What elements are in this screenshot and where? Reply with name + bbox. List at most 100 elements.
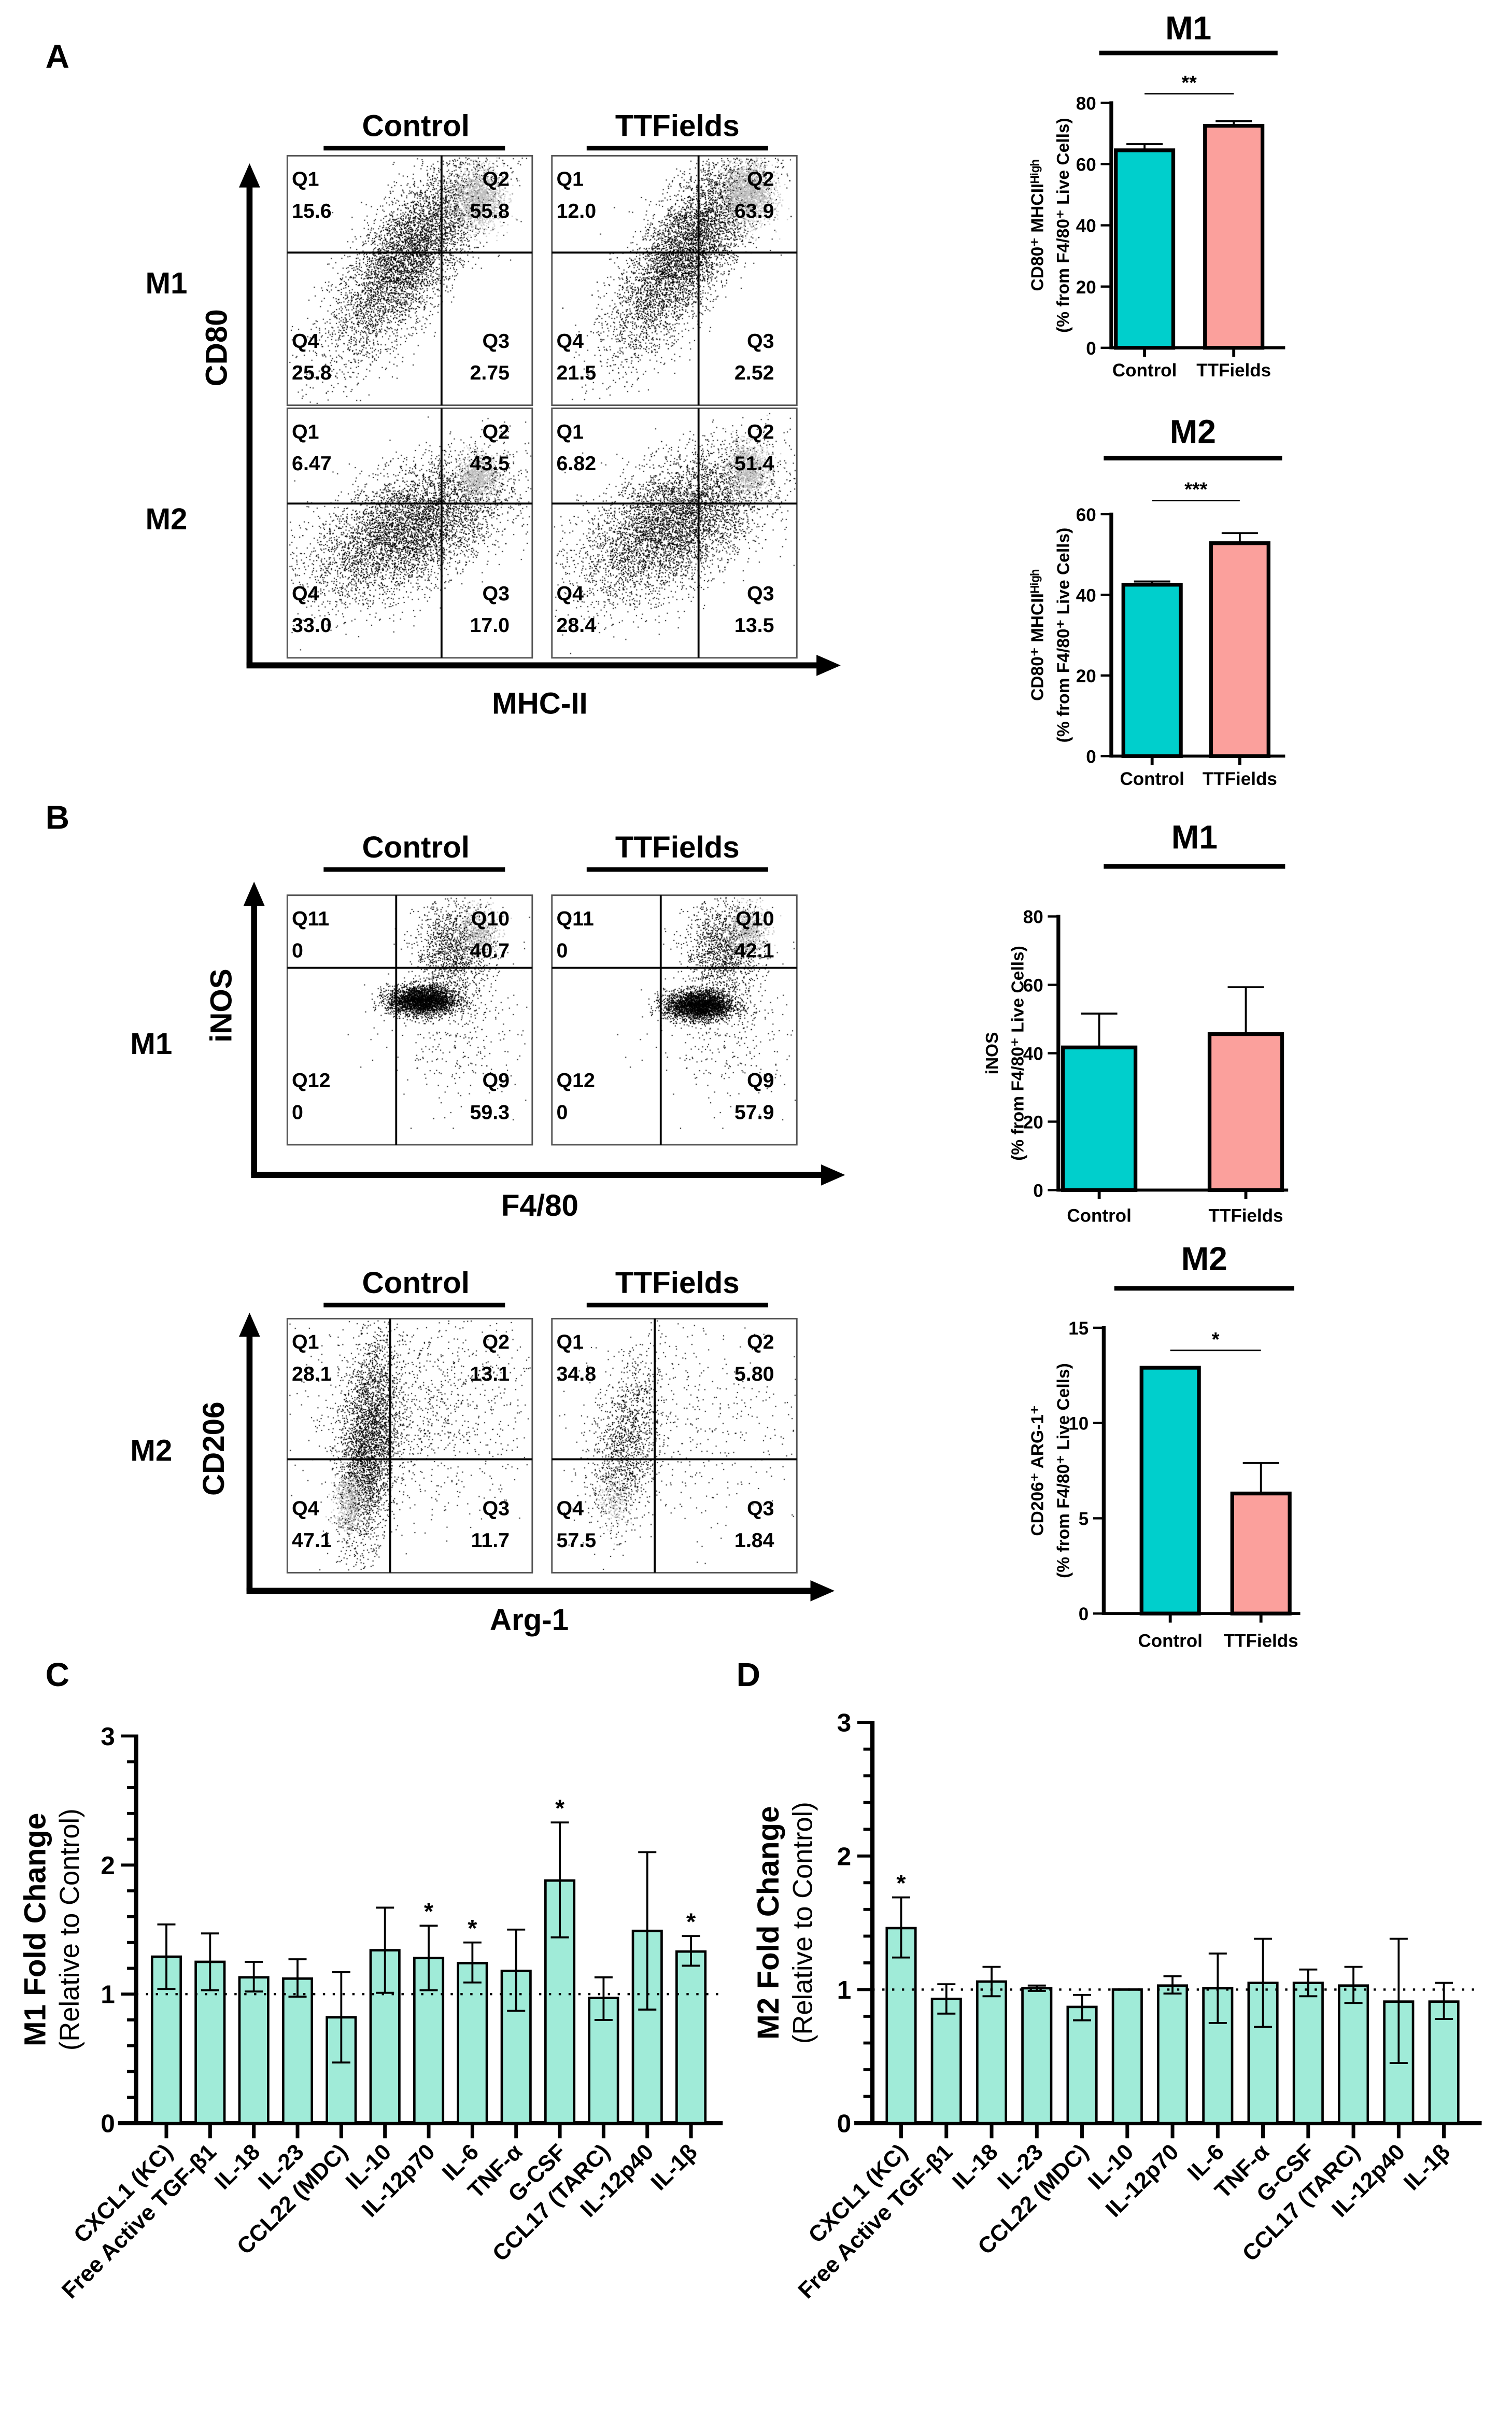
y-tick-label: 5: [1079, 1509, 1089, 1529]
y-axis-label: CD206⁺ ARG-1⁺: [1028, 1405, 1048, 1536]
x-tick-label: TTFields: [1209, 1206, 1283, 1226]
y-axis-label: CD80⁺ MHCIIᴴⁱᵍʰ: [1028, 569, 1048, 701]
quadrant-value: 0: [292, 939, 303, 962]
quadrant-value: 42.1: [734, 939, 774, 962]
bar-ttfields: [1203, 123, 1265, 350]
condition-header-ttfields: TTFields: [615, 109, 740, 143]
panel-label-a: A: [46, 38, 69, 75]
quadrant-value: 2.52: [734, 361, 774, 384]
y-axis-subtitle: (Relative to Control): [787, 1802, 818, 2044]
quadrant-value: 43.5: [470, 452, 510, 475]
y-axis-label-cd80: CD80: [200, 309, 234, 386]
y-axis-label: (% from F4/80⁺ Live Cells): [1054, 1363, 1073, 1578]
quadrant-value: 11.7: [471, 1529, 510, 1552]
x-tick-label: Control: [1138, 1631, 1202, 1651]
significance-star: *: [686, 1908, 696, 1935]
cytokine-bar: [238, 1976, 270, 2125]
significance-star: *: [424, 1898, 434, 1925]
quadrant-name: Q3: [483, 330, 510, 353]
y-axis-label: iNOS: [983, 1032, 1002, 1075]
quadrant-name: Q1: [292, 1331, 319, 1354]
significance-star: *: [468, 1915, 477, 1942]
row-label-m2: M2: [130, 1434, 172, 1468]
quadrant-value: 47.1: [292, 1529, 332, 1552]
panel-label-b: B: [46, 798, 69, 836]
quadrant-name: Q12: [292, 1069, 330, 1092]
y-tick-label: 60: [1076, 505, 1096, 525]
row-label-m1: M1: [130, 1027, 172, 1061]
quadrant-name: Q10: [736, 907, 774, 930]
y-axis-label: (% from F4/80⁺ Live Cells): [1054, 118, 1073, 333]
condition-header-control: Control: [362, 831, 470, 864]
quadrant-value: 40.7: [470, 939, 510, 962]
y-tick-label: 0: [1033, 1181, 1043, 1201]
quadrant-value: 12.0: [556, 200, 596, 222]
quadrant-name: Q3: [483, 582, 510, 605]
x-tick-label: TTFields: [1203, 769, 1277, 789]
quadrant-value: 15.6: [292, 200, 332, 222]
significance-stars: *: [1212, 1329, 1220, 1351]
quadrant-value: 13.1: [470, 1363, 510, 1385]
quadrant-value: 51.4: [734, 452, 774, 475]
chart-title: M2: [1181, 1240, 1227, 1277]
panel-label-d: D: [737, 1656, 760, 1693]
y-tick-label: 0: [101, 2109, 115, 2138]
x-tick-label: IL-18: [948, 2139, 1003, 2195]
cytokine-bar: [457, 1962, 488, 2125]
quadrant-value: 0: [292, 1101, 303, 1124]
quadrant-value: 28.1: [292, 1363, 332, 1385]
flow-plot-cd206-ttfields: [551, 1317, 798, 1574]
y-tick-label: 3: [837, 1708, 852, 1737]
cytokine-bar: [1292, 1982, 1324, 2125]
cytokine-bar: [1066, 2005, 1098, 2125]
quadrant-value: 6.82: [556, 452, 596, 475]
y-tick-label: 2: [837, 1842, 852, 1871]
y-axis-label: (% from F4/80⁺ Live Cells): [1009, 946, 1028, 1161]
panel-label-c: C: [46, 1656, 69, 1693]
y-axis-label-cd206: CD206: [197, 1401, 231, 1496]
quadrant-value: 21.5: [556, 361, 596, 384]
quadrant-value: 63.9: [734, 200, 774, 222]
y-tick-label: 0: [1079, 1604, 1089, 1624]
quadrant-name: Q4: [292, 330, 319, 353]
quadrant-name: Q2: [483, 420, 510, 443]
quadrant-value: 33.0: [292, 614, 332, 637]
quadrant-value: 1.84: [734, 1529, 774, 1552]
y-tick-label: 20: [1076, 277, 1096, 298]
quadrant-name: Q11: [292, 907, 329, 930]
quadrant-value: 2.75: [470, 361, 510, 384]
quadrant-name: Q4: [556, 582, 584, 605]
cytokine-bar: [1157, 1984, 1189, 2125]
quadrant-value: 0: [556, 939, 568, 962]
y-axis-label: CD80⁺ MHCIIᴴⁱᵍʰ: [1028, 160, 1048, 291]
y-tick-label: 0: [837, 2109, 852, 2138]
flow-plot-m1-ttfields: [551, 155, 798, 406]
x-axis-label-mhc-ii: MHC-II: [492, 687, 588, 721]
quadrant-name: Q1: [556, 168, 584, 191]
y-tick-label: 0: [1086, 339, 1096, 359]
quadrant-name: Q2: [747, 168, 774, 191]
x-tick-label: IL-1β: [646, 2139, 702, 2196]
cytokine-bar: [675, 1950, 707, 2125]
quadrant-name: Q4: [292, 582, 319, 605]
cytokine-bar: [281, 1977, 314, 2125]
y-axis-subtitle: (Relative to Control): [54, 1808, 85, 2051]
y-tick-label: 40: [1076, 585, 1096, 606]
condition-header-control: Control: [362, 109, 470, 143]
quadrant-value: 5.80: [734, 1363, 774, 1385]
y-tick-label: 40: [1023, 1044, 1043, 1064]
x-tick-label: Control: [1112, 360, 1177, 381]
condition-header-control: Control: [362, 1266, 470, 1300]
quadrant-name: Q3: [747, 1497, 774, 1520]
quadrant-name: Q1: [292, 168, 319, 191]
quadrant-name: Q2: [747, 420, 774, 443]
quadrant-value: 57.9: [734, 1101, 774, 1124]
y-tick-label: 1: [837, 1975, 852, 2004]
y-tick-label: 20: [1076, 666, 1096, 686]
chart-title: M2: [1170, 413, 1216, 451]
significance-star: *: [896, 1870, 906, 1897]
quadrant-name: Q9: [747, 1069, 774, 1092]
quadrant-name: Q3: [483, 1497, 510, 1520]
quadrant-name: Q3: [747, 582, 774, 605]
arrowhead-up-icon: [238, 163, 260, 188]
